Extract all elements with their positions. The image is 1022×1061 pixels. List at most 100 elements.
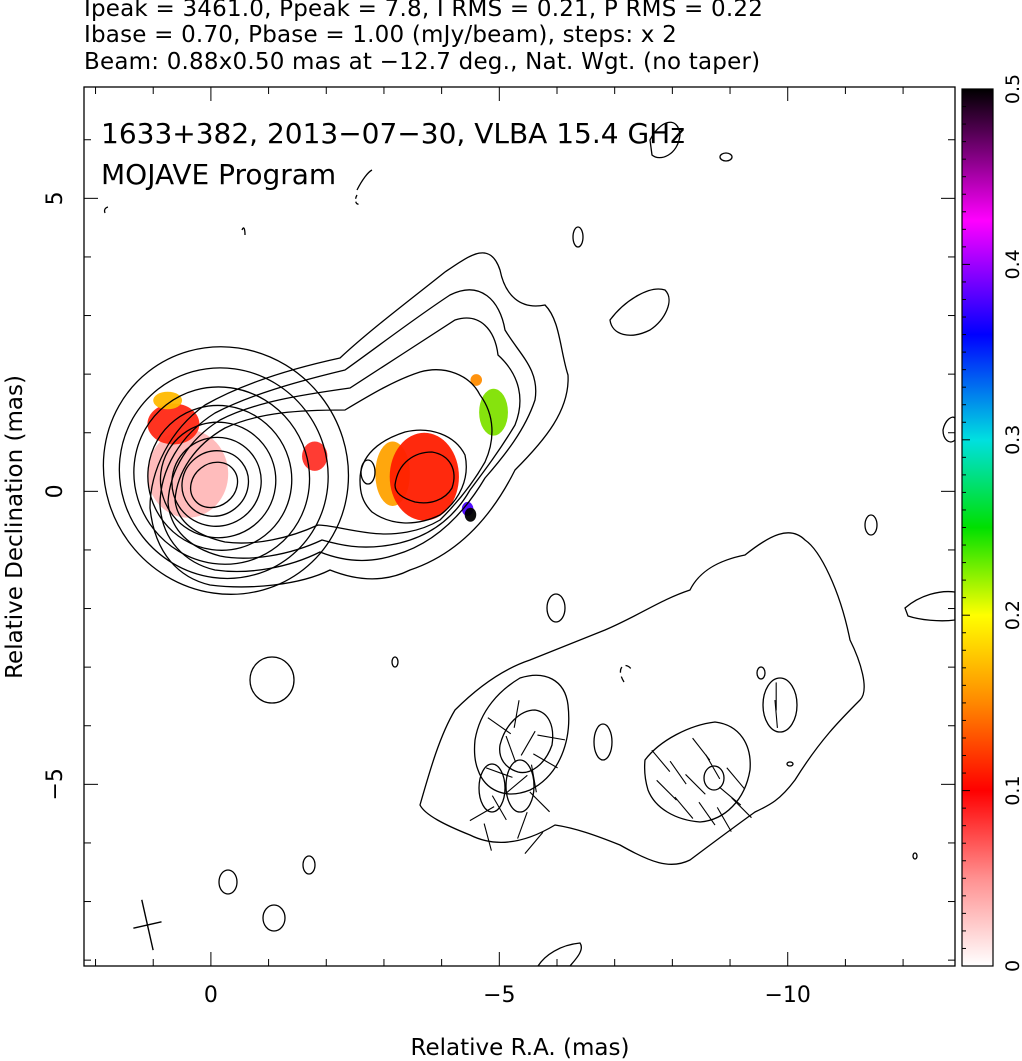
south-knot-1 (478, 763, 506, 813)
plot-frame (83, 86, 956, 967)
evpa-tick-14 (524, 831, 544, 855)
evpa-tick-9 (469, 806, 495, 822)
colorbar-tick-label: 0.5 (1002, 74, 1022, 104)
evpa-ticks (469, 682, 778, 855)
evpa-tick-6 (491, 795, 507, 821)
core-contour-0 (189, 461, 239, 509)
x-tick-label: −5 (483, 983, 515, 1008)
colorbar-tick-label: 0.4 (1002, 249, 1022, 279)
evpa-tick-11 (513, 700, 520, 728)
evpa-tick-23 (656, 779, 677, 801)
blob-12 (942, 416, 955, 443)
south-knot-2 (505, 759, 535, 813)
evpa-tick-19 (718, 786, 742, 806)
blob-13 (537, 942, 582, 966)
program-annotation: MOJAVE Program (101, 158, 336, 191)
south-knot-5 (762, 677, 798, 733)
evpa-tick-21 (698, 801, 716, 826)
y-axis-label: Relative Declination (mas) (2, 375, 28, 679)
evpa-tick-16 (669, 760, 687, 785)
blob-7 (218, 869, 238, 895)
pol-region-1 (147, 403, 200, 445)
colorbar-tick-label: 0 (1002, 960, 1022, 972)
south-component-b (643, 721, 751, 823)
beam-marker (133, 899, 162, 951)
blob-10 (864, 514, 878, 536)
header-peak-rms: Ipeak = 3461.0, Ppeak = 7.8, I RMS = 0.2… (84, 0, 764, 22)
evpa-tick-3 (530, 764, 537, 793)
evpa-tick-24 (716, 807, 732, 832)
blob-8 (262, 904, 286, 932)
header-base-levels: Ibase = 0.70, Pbase = 1.00 (mJy/beam), s… (84, 22, 677, 48)
blob-16 (103, 206, 109, 214)
evpa-tick-13 (483, 823, 492, 851)
blob-6 (546, 593, 566, 623)
axis-tick-labels: 0 −5 −10 5 0 −5 (43, 191, 811, 1008)
south-knot-4 (703, 765, 725, 791)
core-contours (102, 346, 350, 595)
evpa-tick-28 (774, 700, 778, 729)
evpa-tick-7 (517, 812, 528, 839)
pol-region-2 (153, 391, 183, 410)
source-annotation: 1633+382, 2013−07−30, VLBA 15.4 GHz (101, 117, 685, 150)
x-tick-label: −10 (765, 983, 811, 1008)
evpa-tick-22 (726, 767, 746, 790)
evpa-tick-17 (685, 774, 706, 795)
core-contour-2 (171, 436, 262, 527)
colorbar-tick-label: 0.2 (1002, 600, 1022, 630)
jet-contour-3 (167, 317, 521, 559)
total-intensity-contours (102, 121, 955, 966)
colorbar-tick-label: 0.3 (1002, 425, 1022, 455)
blob-11 (904, 590, 955, 622)
y-tick-label: 5 (43, 191, 68, 205)
evpa-tick-4 (505, 774, 528, 794)
jet-outer-contour (149, 252, 569, 588)
blob-15 (241, 227, 246, 236)
evpa-tick-8 (529, 791, 550, 813)
evpa-tick-10 (537, 734, 566, 741)
x-axis-label: Relative R.A. (mas) (411, 1035, 630, 1061)
south-component-a (473, 674, 570, 795)
knot-contour-2 (394, 451, 455, 504)
x-tick-label: 0 (204, 983, 218, 1008)
blob-3 (572, 226, 584, 248)
pol-region-6 (470, 374, 483, 386)
blob-2 (609, 288, 670, 336)
core-contour-4 (147, 404, 293, 551)
y-tick-label: −5 (43, 768, 68, 800)
blob-14 (356, 169, 373, 191)
axis-ticks (84, 87, 955, 966)
beam-minor-axis (133, 921, 162, 929)
blob-9 (302, 855, 316, 875)
pol-region-9 (464, 507, 477, 522)
knot-small (360, 459, 376, 485)
evpa-tick-20 (674, 796, 694, 819)
jet-contour-2 (159, 289, 537, 573)
south-knot-3 (593, 723, 613, 761)
evpa-tick-26 (692, 737, 711, 761)
blob-18 (912, 852, 918, 860)
core-contour-1 (181, 450, 250, 517)
evpa-tick-12 (487, 717, 512, 735)
colorbar (961, 88, 994, 967)
evpa-tick-0 (505, 735, 517, 763)
polarization-layer (147, 374, 508, 522)
core-contour-6 (118, 367, 329, 580)
blob-17 (756, 666, 766, 680)
evpa-tick-2 (533, 753, 558, 769)
evpa-tick-1 (520, 730, 536, 756)
core-contour-7 (102, 346, 350, 595)
blob-1 (249, 656, 295, 704)
header-beam-info: Beam: 0.88x0.50 mas at −12.7 deg., Nat. … (84, 49, 761, 75)
evpa-tick-25 (731, 797, 752, 819)
colorbar-tick-label: 0.1 (1002, 775, 1022, 805)
south-component-a-inner (499, 709, 554, 774)
south-envelope (419, 532, 865, 865)
evpa-tick-15 (651, 749, 671, 772)
blob-4 (649, 121, 681, 159)
blob-20 (354, 194, 360, 205)
pol-region-7 (479, 388, 508, 436)
y-tick-label: 0 (43, 484, 68, 498)
blob-22 (786, 761, 794, 767)
